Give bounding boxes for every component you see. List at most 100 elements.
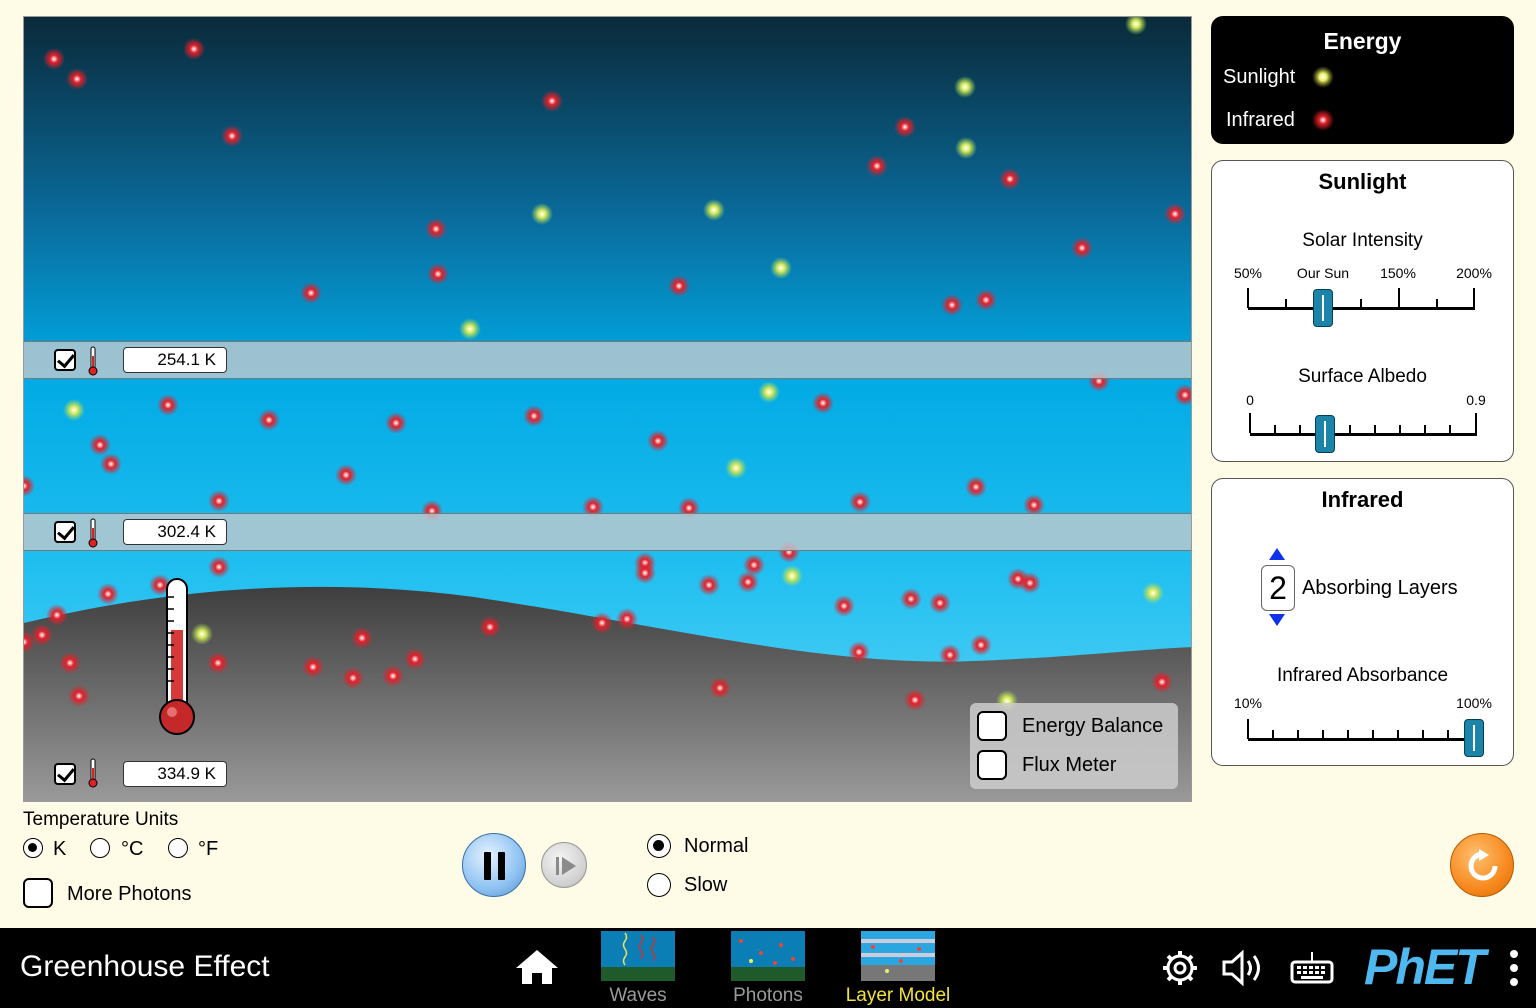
waves-tab-label: Waves (609, 985, 667, 1006)
infrared-photon (941, 294, 963, 316)
gear-icon[interactable] (1160, 948, 1200, 988)
layer-2-thermometer-checkbox[interactable] (54, 521, 76, 543)
sunlight-legend-label: Sunlight (1223, 66, 1296, 88)
energy-legend-panel: Energy Sunlight Infrared (1211, 16, 1514, 144)
increment-layers-arrow-icon[interactable] (1268, 547, 1286, 561)
ground-surface (24, 586, 1191, 801)
flux-meter-label: Flux Meter (1022, 754, 1117, 776)
tick (1249, 413, 1251, 433)
tick (1475, 413, 1477, 433)
tick (1424, 425, 1426, 434)
infrared-photon (351, 627, 373, 649)
infrared-photon (1071, 237, 1093, 259)
surface-albedo-track[interactable] (1250, 433, 1477, 436)
thermometer-icon (88, 758, 98, 788)
sunlight-photon (954, 76, 976, 98)
layer-1-thermometer-checkbox[interactable] (54, 349, 76, 371)
infrared-photon (833, 595, 855, 617)
infrared-photon (1174, 384, 1191, 406)
solar-tick-150: 150% (1380, 265, 1416, 281)
infrared-photon (207, 652, 229, 674)
energy-balance-checkbox[interactable] (977, 711, 1007, 741)
infrared-photon (999, 168, 1021, 190)
infrared-photon (975, 289, 997, 311)
infrared-photon (46, 604, 68, 626)
tick (1349, 425, 1351, 434)
infrared-photon (66, 68, 88, 90)
infrared-photon (970, 634, 992, 656)
sunlight-photon (531, 203, 553, 225)
scene-options-panel: Energy Balance Flux Meter (970, 703, 1178, 789)
speed-normal-radio[interactable] (647, 834, 671, 858)
infrared-photon (89, 434, 111, 456)
photons-tab-label: Photons (733, 985, 803, 1006)
pause-button[interactable] (462, 833, 526, 897)
infrared-photon (668, 275, 690, 297)
infrared-photon (848, 641, 870, 663)
sunlight-photon (1125, 17, 1147, 35)
decrement-layers-arrow-icon[interactable] (1268, 613, 1286, 627)
sound-icon[interactable] (1220, 948, 1266, 988)
speed-slow-radio[interactable] (647, 873, 671, 897)
tick (1372, 730, 1374, 739)
step-forward-button[interactable] (541, 842, 587, 888)
albedo-min-label: 0 (1246, 392, 1254, 408)
infrared-photon (1164, 203, 1186, 225)
sunlight-panel-title: Sunlight (1318, 169, 1407, 194)
infrared-photon (59, 652, 81, 674)
infrared-photon (582, 496, 604, 518)
navigation-bar: Greenhouse Effect Waves Photons (0, 928, 1536, 1008)
infrared-photon (698, 574, 720, 596)
more-photons-checkbox[interactable] (23, 878, 53, 908)
infrared-photon (100, 453, 122, 475)
surface-thermometer-checkbox[interactable] (54, 763, 76, 785)
tick (1447, 730, 1449, 739)
absorbing-layers-label: Absorbing Layers (1302, 577, 1458, 599)
reset-icon (1468, 849, 1498, 881)
reset-all-button[interactable] (1450, 833, 1514, 897)
infrared-panel: Infrared 2 Absorbing Layers Infrared Abs… (1211, 478, 1514, 766)
units-c-radio[interactable] (90, 838, 110, 858)
keyboard-icon[interactable] (1289, 950, 1335, 986)
infrared-photon (68, 685, 90, 707)
solar-intensity-track[interactable] (1248, 307, 1475, 310)
solar-intensity-slider-thumb[interactable] (1313, 289, 1333, 327)
energy-legend-title: Energy (1323, 28, 1402, 54)
flux-meter-checkbox[interactable] (977, 750, 1007, 780)
speed-slow-label: Slow (684, 874, 728, 896)
tick (1247, 288, 1249, 308)
units-f-label: °F (198, 838, 219, 860)
infrared-photon (302, 656, 324, 678)
tick (1299, 425, 1301, 434)
scene-graphic (24, 17, 1191, 801)
more-options-icon[interactable] (1508, 948, 1520, 988)
infrared-absorbance-track[interactable] (1248, 738, 1475, 741)
albedo-max-label: 0.9 (1466, 392, 1486, 408)
solar-intensity-label: Solar Intensity (1302, 230, 1423, 251)
home-icon[interactable] (514, 948, 560, 988)
surface-temperature: 334.9 K (123, 761, 227, 787)
infrared-photon (965, 476, 987, 498)
sunlight-photon (758, 381, 780, 403)
layer-model-screen-icon (861, 931, 935, 981)
surface-albedo-slider-thumb[interactable] (1315, 415, 1335, 453)
infrared-photon (634, 562, 656, 584)
units-f-radio[interactable] (168, 838, 188, 858)
infrared-photon (24, 631, 35, 653)
infrared-photon (523, 405, 545, 427)
sunlight-photon (459, 318, 481, 340)
solar-tick-our-sun: Our Sun (1296, 265, 1350, 281)
tick (1247, 719, 1249, 739)
solar-tick-50: 50% (1233, 265, 1263, 281)
simulation-scene: 254.1 K 302.4 K 334.9 K Energy Balance F… (23, 16, 1192, 802)
units-k-radio[interactable] (23, 838, 43, 858)
tick (1473, 288, 1475, 308)
infrared-photon (1019, 572, 1041, 594)
infrared-photon (221, 125, 243, 147)
phet-logo[interactable]: PhET (1364, 939, 1486, 995)
infrared-absorbance-slider-thumb[interactable] (1464, 719, 1484, 757)
infrared-photon (904, 689, 926, 711)
infrared-photon (425, 218, 447, 240)
infrared-photon (208, 490, 230, 512)
infrared-photon (900, 588, 922, 610)
